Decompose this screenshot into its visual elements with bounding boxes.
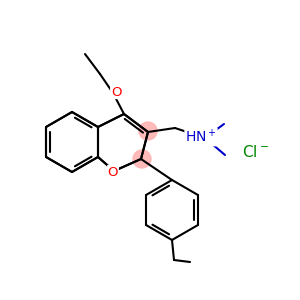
Text: O: O <box>111 85 121 98</box>
Text: O: O <box>108 166 118 178</box>
Text: Cl$^-$: Cl$^-$ <box>242 144 268 160</box>
Circle shape <box>139 122 157 140</box>
Circle shape <box>133 150 151 168</box>
Text: HN$^+$: HN$^+$ <box>185 128 217 146</box>
